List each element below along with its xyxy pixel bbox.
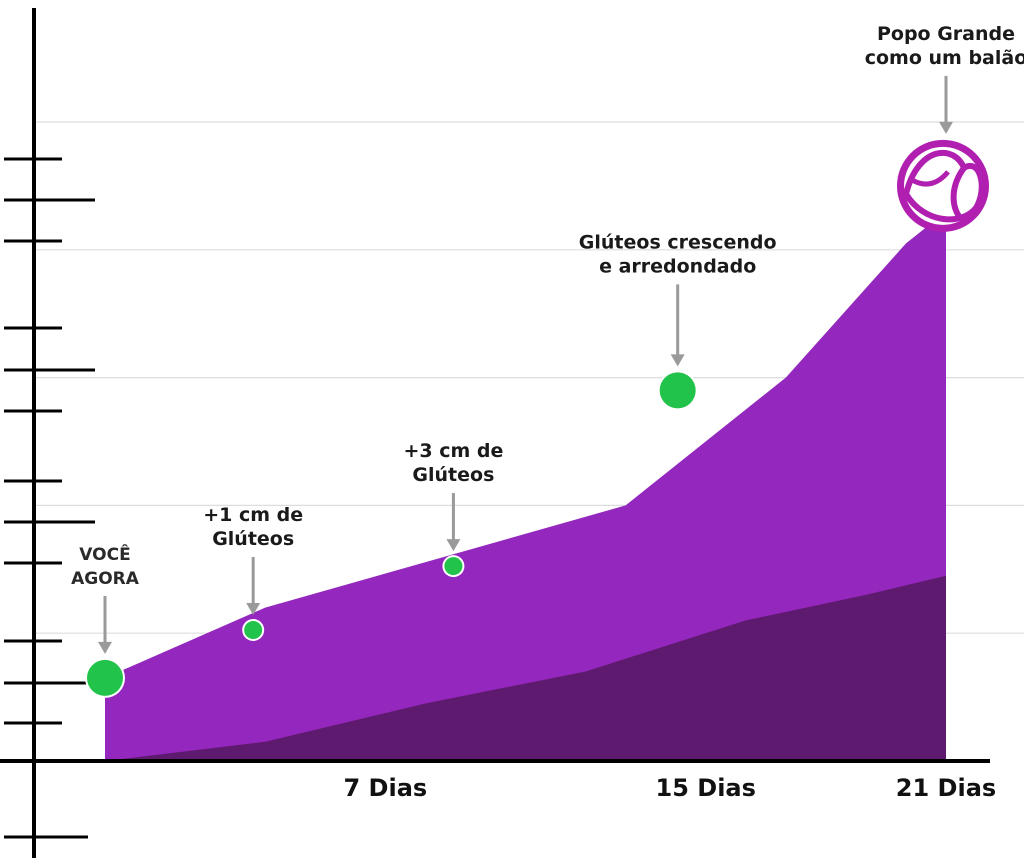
area-series <box>105 211 946 761</box>
axes <box>0 8 990 858</box>
buttocks-icon <box>897 139 989 232</box>
milestone-dot <box>87 659 123 696</box>
milestone-label: +1 cm de <box>203 504 303 526</box>
x-tick-label: 15 Dias <box>656 774 756 802</box>
annotation-arrowhead <box>98 641 112 654</box>
milestone-dots <box>85 139 989 698</box>
lower-area-series <box>105 575 946 761</box>
milestone-label: AGORA <box>71 569 140 589</box>
milestone-label: VOCÊ <box>79 543 130 565</box>
x-tick-label: 21 Dias <box>896 774 996 802</box>
annotation-arrowhead <box>446 539 461 552</box>
milestone-label: Popo Grande <box>877 23 1015 45</box>
milestone-label: Glúteos <box>212 528 294 550</box>
annotation-arrowhead <box>670 354 685 367</box>
milestone-label: como um balão <box>865 47 1024 69</box>
milestone-label: +3 cm de <box>403 440 503 462</box>
x-axis-tick-labels: 7 Dias 15 Dias 21 Dias <box>343 774 996 802</box>
buttocks-icon-cleft <box>950 166 967 220</box>
milestone-dot <box>444 557 463 576</box>
milestone-label: Glúteos <box>412 464 494 486</box>
buttocks-icon-outline <box>903 149 985 223</box>
annotation-arrowhead <box>246 603 261 616</box>
milestone-dot <box>659 372 696 409</box>
x-tick-label: 7 Dias <box>343 774 427 802</box>
buttocks-icon-curve <box>910 170 950 187</box>
annotation-arrows <box>98 75 953 654</box>
milestone-dot <box>244 621 263 640</box>
annotation-arrowhead <box>939 121 953 134</box>
milestone-label: Glúteos crescendo <box>579 231 777 253</box>
milestone-label: e arredondado <box>599 255 756 277</box>
